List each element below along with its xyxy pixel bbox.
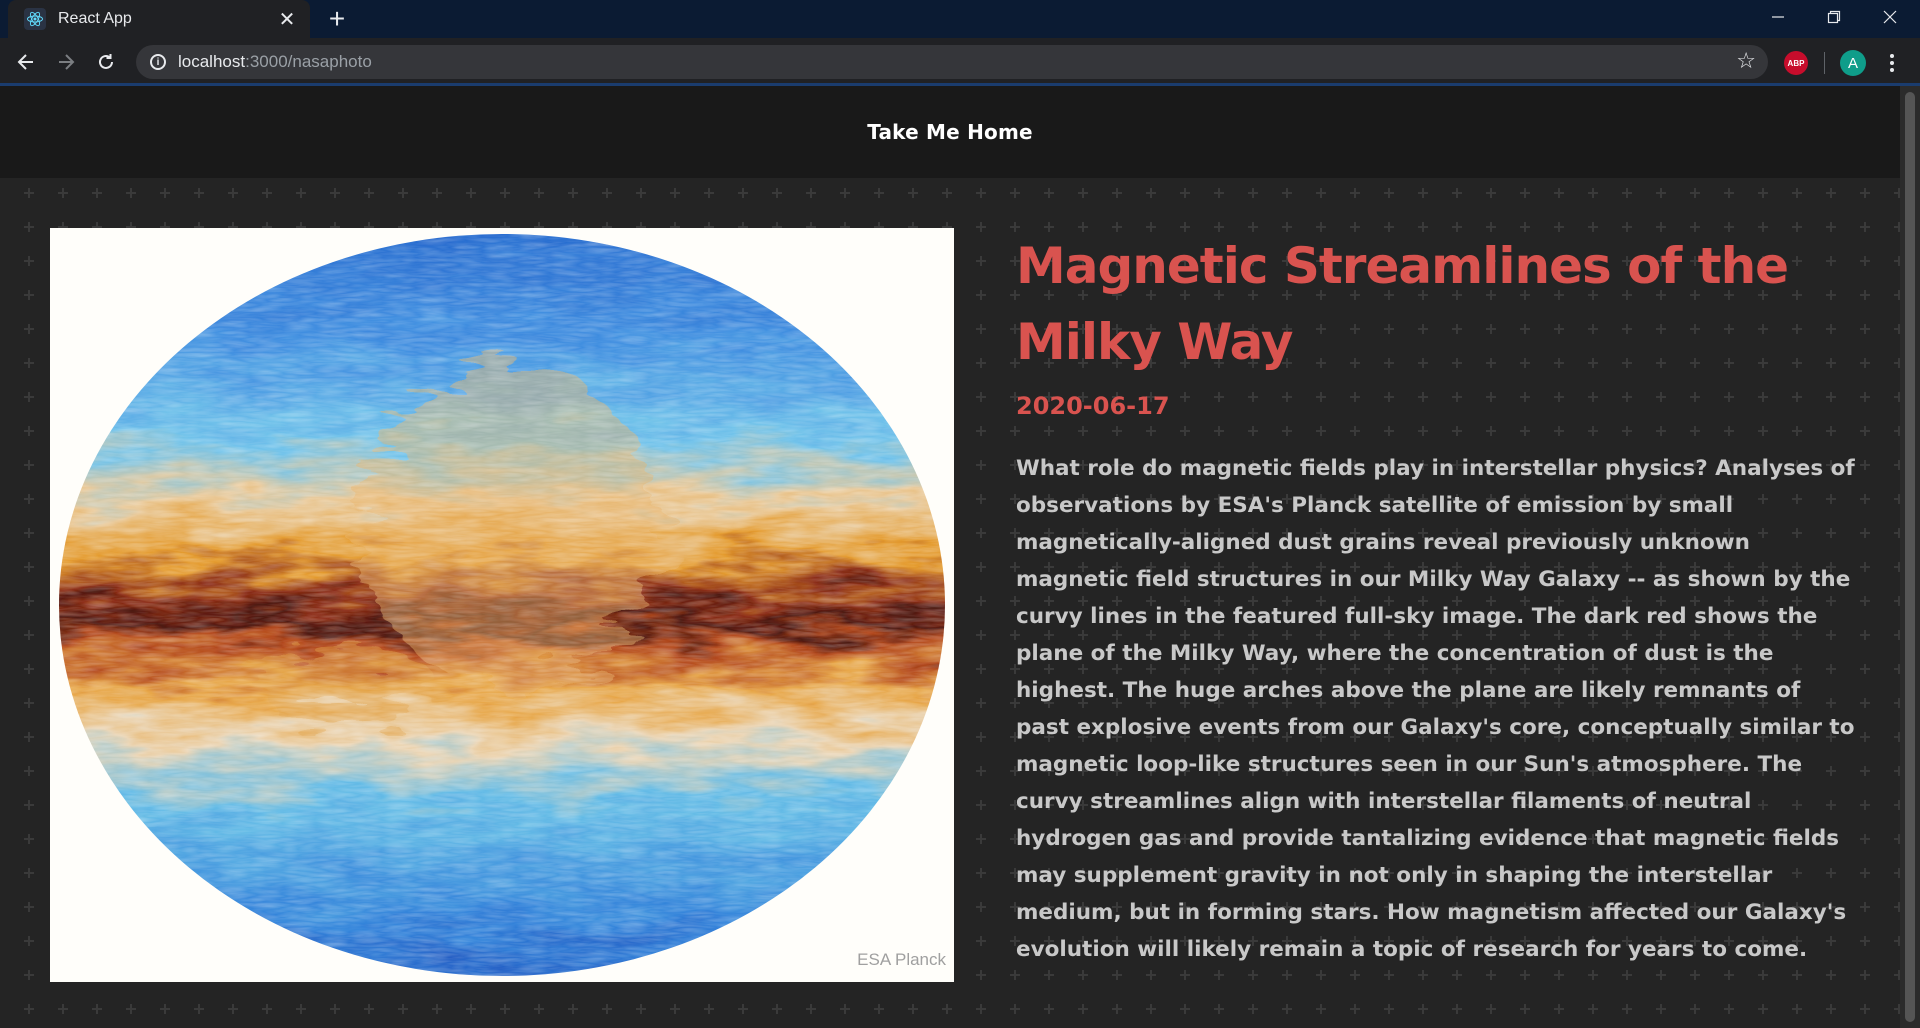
browser-tab[interactable]: React App ✕ bbox=[8, 0, 310, 38]
page-viewport: Take Me Home bbox=[0, 86, 1920, 1028]
minimize-icon[interactable] bbox=[1750, 0, 1806, 34]
profile-avatar[interactable]: A bbox=[1840, 50, 1866, 76]
take-me-home-link[interactable]: Take Me Home bbox=[867, 120, 1033, 144]
close-window-icon[interactable] bbox=[1862, 0, 1918, 34]
info-icon[interactable]: i bbox=[150, 54, 166, 70]
image-credit: ESA Planck bbox=[857, 950, 946, 969]
kebab-menu-icon[interactable] bbox=[1880, 50, 1904, 76]
apod-details: Magnetic Streamlines of the Milky Way 20… bbox=[1016, 228, 1856, 968]
adblock-extension-icon[interactable]: ABP bbox=[1784, 51, 1808, 75]
url-path: :3000/nasaphoto bbox=[245, 52, 372, 71]
reload-icon[interactable] bbox=[90, 46, 122, 78]
star-icon[interactable]: ☆ bbox=[1736, 49, 1756, 74]
browser-tab-strip: React App ✕ + bbox=[0, 0, 1920, 38]
back-arrow-icon[interactable] bbox=[10, 46, 42, 78]
top-navbar: Take Me Home bbox=[0, 86, 1900, 178]
address-bar[interactable]: i localhost:3000/nasaphoto ☆ bbox=[136, 45, 1768, 79]
page-scrollbar[interactable] bbox=[1900, 86, 1920, 1028]
apod-title: Magnetic Streamlines of the Milky Way bbox=[1016, 237, 1789, 371]
apod-image: ESA Planck bbox=[50, 228, 954, 982]
forward-arrow-icon[interactable] bbox=[50, 46, 82, 78]
browser-toolbar: i localhost:3000/nasaphoto ☆ ABP A bbox=[0, 38, 1920, 86]
url-host: localhost bbox=[178, 52, 246, 71]
milky-way-magnetic-map bbox=[50, 228, 954, 982]
restore-icon[interactable] bbox=[1806, 0, 1862, 34]
scrollbar-thumb[interactable] bbox=[1905, 92, 1915, 1022]
apod-date: 2020-06-17 bbox=[1016, 392, 1170, 420]
toolbar-divider bbox=[1824, 52, 1825, 74]
tab-title: React App bbox=[58, 10, 132, 27]
react-favicon-icon bbox=[24, 8, 46, 30]
apod-explanation: What role do magnetic fields play in int… bbox=[1016, 456, 1855, 962]
tab-close-icon[interactable]: ✕ bbox=[278, 7, 296, 31]
new-tab-button[interactable]: + bbox=[328, 3, 346, 34]
